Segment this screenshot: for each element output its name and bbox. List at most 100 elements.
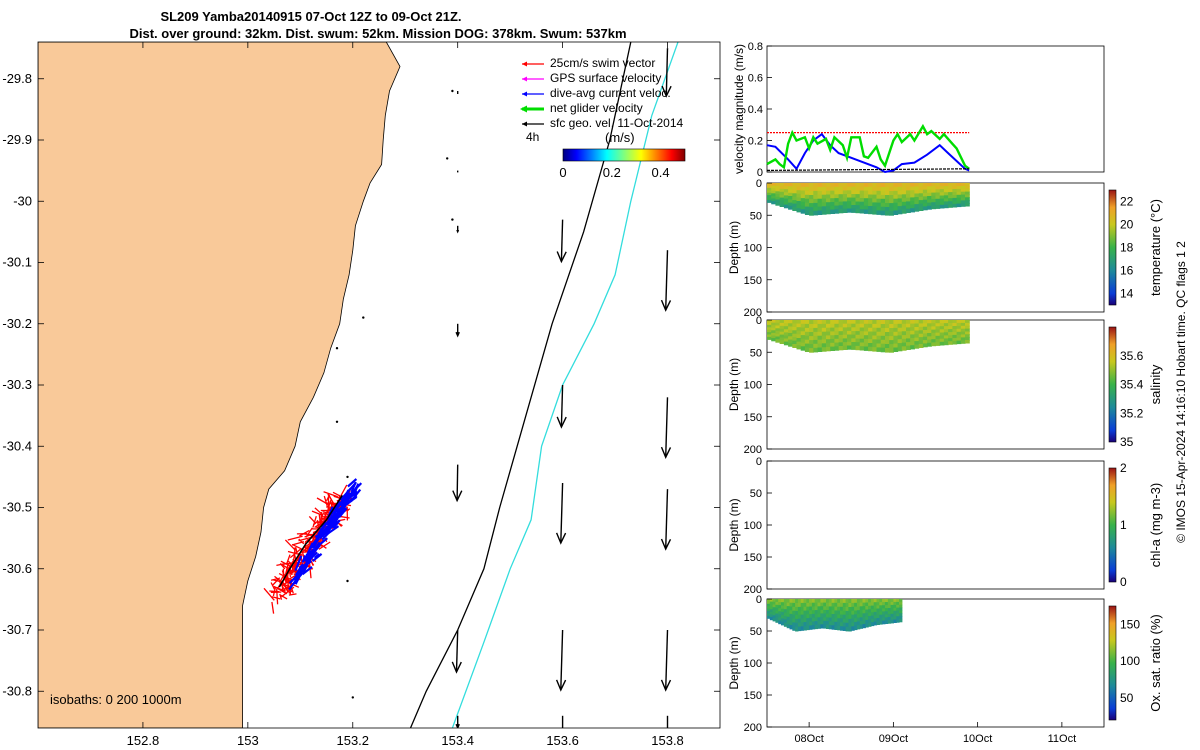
section-cell — [887, 614, 892, 618]
section-cell — [771, 185, 776, 189]
section-cell — [792, 203, 798, 208]
section-cell — [893, 210, 899, 215]
section-cell — [813, 339, 819, 345]
section-cell — [826, 599, 830, 604]
section-cell — [823, 624, 827, 629]
section-cell — [772, 609, 776, 614]
section-cell — [813, 202, 819, 208]
section-cell — [914, 323, 920, 328]
section-cell — [872, 323, 878, 329]
map-axis-ticks: 152.8 153 153.2 153.4 153.6 153.8 -29.8 -29.9 -3… — [2, 42, 720, 748]
section-cell — [889, 211, 894, 216]
section-cell — [800, 198, 806, 203]
section-cell — [851, 190, 857, 195]
section-cell — [771, 335, 776, 339]
section-cell — [823, 617, 827, 622]
section-cell — [792, 200, 798, 205]
geo-velocity-arrow — [660, 489, 672, 551]
section-cell — [897, 323, 903, 329]
section-cell — [813, 347, 819, 353]
section-cell — [865, 606, 869, 611]
section-cell — [899, 607, 903, 611]
section-cell — [803, 599, 807, 604]
section-cell — [831, 602, 835, 608]
section-cell — [779, 331, 785, 336]
section-cell — [872, 202, 878, 207]
legend-gps-label: GPS surface velocity — [550, 71, 661, 85]
section-cell — [876, 190, 882, 196]
section-cell — [868, 599, 872, 603]
section-cell — [859, 201, 865, 206]
section-cell — [863, 331, 869, 336]
section-cell — [804, 343, 810, 349]
section-cell — [834, 194, 840, 199]
section-cell — [910, 197, 915, 202]
section-cell — [922, 343, 928, 348]
section-cell — [842, 323, 848, 328]
section-cell — [775, 333, 781, 338]
section-cell — [865, 602, 869, 607]
section-cell — [885, 348, 890, 353]
section-cell — [880, 202, 886, 208]
section-cell — [863, 198, 869, 203]
section-cell — [817, 624, 821, 629]
section-colorbar-tick: 35.2 — [1120, 406, 1144, 420]
section-cell — [868, 194, 873, 199]
section-ylabel: Depth (m) — [727, 358, 741, 411]
section-cell — [788, 323, 793, 328]
section-cell — [927, 199, 932, 204]
section-cell — [821, 198, 827, 204]
section-cell — [830, 339, 835, 344]
section-cell — [831, 614, 835, 619]
section-cell — [830, 331, 835, 336]
section-cell — [800, 190, 806, 195]
section-cell — [783, 192, 789, 196]
section-cell — [788, 320, 793, 324]
section-cell — [813, 187, 819, 192]
section-cell — [781, 618, 785, 623]
salinity-panel: 0 50 100 150 200 Depth (m) 35 35.2 35.4 35.6 salin… — [727, 315, 1163, 456]
section-cell — [847, 330, 852, 336]
section-cell — [935, 201, 941, 206]
section-cell — [826, 606, 830, 611]
section-cell — [781, 615, 785, 619]
section-cell — [868, 202, 873, 207]
section-cell — [847, 341, 852, 346]
velocity-ylabel: velocity magnitude (m/s) — [732, 44, 746, 174]
section-cell — [948, 335, 953, 339]
section-cell — [879, 617, 883, 622]
section-cell — [830, 186, 835, 192]
section-cell — [956, 322, 962, 327]
section-cell — [889, 344, 894, 349]
section-cell — [817, 617, 821, 622]
section-cell — [868, 605, 872, 610]
section-cell — [803, 626, 807, 631]
section-cell — [855, 197, 861, 203]
section-cell — [828, 610, 833, 615]
section-cell — [893, 343, 899, 349]
section-cell — [779, 340, 785, 344]
section-xtick-label: 11Oct — [1048, 733, 1077, 745]
section-cell — [823, 620, 827, 625]
section-cell — [817, 602, 821, 607]
swim-vector — [291, 543, 307, 552]
section-cell — [931, 323, 937, 327]
section-cell — [939, 201, 945, 206]
section-cell — [792, 337, 798, 342]
section-cell — [775, 183, 781, 187]
section-cell — [887, 605, 892, 609]
section-cell — [868, 609, 872, 614]
section-cell — [965, 334, 970, 338]
section-cell — [939, 186, 945, 190]
section-cell — [952, 203, 958, 208]
section-cell — [845, 622, 849, 628]
section-cell — [775, 339, 781, 343]
section-cell — [879, 608, 883, 613]
section-cell — [939, 204, 945, 209]
swim-vector — [308, 563, 312, 579]
section-cell — [845, 606, 849, 612]
section-cell — [910, 345, 915, 350]
section-cell — [806, 614, 810, 619]
section-cell — [851, 599, 855, 604]
swim-vector — [286, 554, 291, 564]
